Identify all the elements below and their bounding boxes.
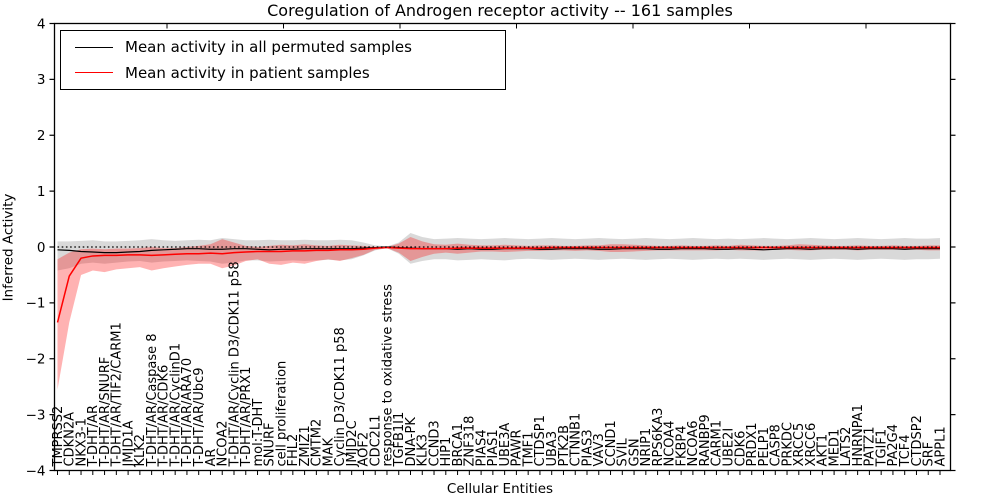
legend-label-patient: Mean activity in patient samples	[125, 63, 370, 82]
x-tick-label: T-DHT/AR/SNURF	[98, 357, 113, 468]
legend-line-red	[75, 72, 113, 74]
band-permuted-envelope	[57, 233, 940, 271]
x-tick-label: TMF1	[521, 432, 536, 468]
x-tick-label: FHL2	[286, 434, 301, 467]
x-tick-label: CDC2L1	[369, 415, 384, 467]
x-tick-label: T-DHT/AR/Cyclin D3/CDK11 p58	[227, 261, 242, 467]
x-tick-label: T-DHT/AR/CDK6	[157, 365, 172, 468]
x-tick-label: JMJD1A	[121, 420, 136, 467]
x-tick-label: PTK2B	[557, 425, 572, 467]
y-tick-label: 0	[37, 240, 46, 256]
x-tick-label: SRF	[922, 442, 937, 467]
x-tick-label: SNURF	[263, 422, 278, 466]
x-tick-label: ZNF318	[463, 416, 478, 467]
x-tick-label: PELP1	[757, 427, 772, 466]
chart-title: Coregulation of Androgen receptor activi…	[267, 1, 733, 20]
x-tick-label: LATS2	[839, 427, 854, 467]
x-tick-label: SVIL	[616, 438, 631, 467]
y-axis-label: Inferred Activity	[0, 193, 17, 302]
y-tick-label: 2	[37, 128, 46, 144]
x-tick-label: NRIP1	[639, 428, 654, 467]
x-tick-label: PRDX1	[745, 422, 760, 466]
x-tick-label: RPS6KA3	[651, 408, 666, 467]
x-tick-label: CDKN2A	[63, 412, 78, 467]
x-tick-label: response to oxidative stress	[380, 284, 395, 467]
x-tick-label: AOF2	[357, 432, 372, 467]
x-tick-label: Cyclin D3/CDK11 p58	[333, 327, 348, 466]
legend-label-permuted: Mean activity in all permuted samples	[125, 38, 412, 57]
x-tick-label: cell proliferation	[274, 361, 289, 467]
x-tick-label: XRCC5	[792, 423, 807, 467]
x-tick-label: CCND3	[427, 420, 442, 466]
x-tick-label: mol:T-DHT	[251, 399, 266, 467]
legend: Mean activity in all permuted samples Me…	[60, 30, 506, 90]
x-tick-label: PAWR	[510, 429, 525, 466]
x-tick-label: CMTM2	[310, 419, 325, 467]
series-line-permuted	[57, 246, 940, 254]
x-tick-label: T-DHT/AR	[86, 405, 101, 467]
x-tick-label: PA2G4	[886, 424, 901, 467]
x-tick-label: T-DHT/AR/CyclinD1	[168, 343, 183, 468]
x-tick-label: AKT1	[816, 434, 831, 467]
x-tick-label: JMJD2C	[345, 420, 360, 467]
x-tick-label: UBE3A	[498, 423, 513, 467]
x-tick-label: DNA-PK	[404, 417, 419, 467]
band-patient-envelope	[57, 236, 940, 390]
x-tick-label: APPL1	[933, 426, 948, 466]
x-tick-label: T-DHT/AR/ARA70	[180, 358, 195, 468]
x-tick-label: BRCA1	[451, 423, 466, 467]
x-tick-label: XRCC6	[804, 423, 819, 467]
x-tick-label: ZMIZ1	[298, 425, 313, 466]
x-tick-label: CTDSP2	[910, 415, 925, 466]
x-tick-label: GSN	[627, 438, 642, 466]
legend-entry-patient: Mean activity in patient samples	[61, 64, 505, 82]
y-tick-label: −3	[26, 407, 46, 423]
x-tick-label: CCND1	[604, 420, 619, 466]
y-tick-label: −4	[26, 463, 46, 479]
y-tick-label: 1	[37, 184, 46, 200]
x-tick-label: PRKDC	[780, 422, 795, 466]
x-tick-label: FKBP4	[674, 425, 689, 466]
x-tick-label: PATZ1	[863, 426, 878, 466]
y-tick-label: 3	[37, 72, 46, 88]
x-tick-label: CTNNB1	[569, 413, 584, 467]
x-tick-label: KLK2	[133, 434, 148, 467]
x-tick-label: KLK3	[416, 434, 431, 467]
x-tick-label: MAK	[321, 437, 336, 466]
y-tick-label: 4	[37, 16, 46, 32]
x-tick-label: CTDSP1	[533, 415, 548, 466]
x-tick-label: NCOA4	[663, 421, 678, 467]
x-tick-label: T-DHT/AR/Caspase 8	[145, 333, 160, 467]
x-tick-label: NCOA6	[686, 421, 701, 467]
x-tick-label: NCOA2	[216, 421, 231, 467]
x-tick-label: AR	[204, 449, 219, 467]
x-tick-label: TGIF1	[874, 429, 889, 468]
x-tick-label: HIP1	[439, 437, 454, 467]
y-tick-label: −1	[26, 296, 46, 312]
x-tick-label: T-DHT/AR/Ubc9	[192, 367, 207, 467]
x-tick-label: NKX3-1	[74, 418, 89, 466]
x-tick-label: T-DHT/AR/PRX1	[239, 367, 254, 468]
x-tick-label: PIAS4	[474, 429, 489, 466]
x-tick-label: CARM1	[710, 420, 725, 467]
x-tick-label: CDK6	[733, 431, 748, 467]
x-tick-label: UBA3	[545, 431, 560, 467]
legend-entry-permuted: Mean activity in all permuted samples	[61, 38, 505, 56]
x-tick-label: MED1	[827, 429, 842, 467]
x-tick-label: T-DHT/AR/TIF2/CARM1	[110, 322, 125, 467]
x-tick-label: CASP8	[769, 424, 784, 466]
x-tick-label: VAV3	[592, 433, 607, 466]
x-tick-label: TCF4	[898, 434, 913, 467]
x-tick-label: HNRNPA1	[851, 404, 866, 466]
x-tick-label: RANBP9	[698, 414, 713, 466]
x-tick-label: UBE2I	[722, 428, 737, 467]
x-tick-label: PIAS1	[486, 429, 501, 466]
x-tick-label: TGFB1I1	[392, 412, 407, 468]
x-axis-label: Cellular Entities	[446, 481, 554, 497]
x-tick-label: PIAS3	[580, 429, 595, 466]
legend-line-black	[75, 46, 113, 48]
y-tick-label: −2	[26, 352, 46, 368]
